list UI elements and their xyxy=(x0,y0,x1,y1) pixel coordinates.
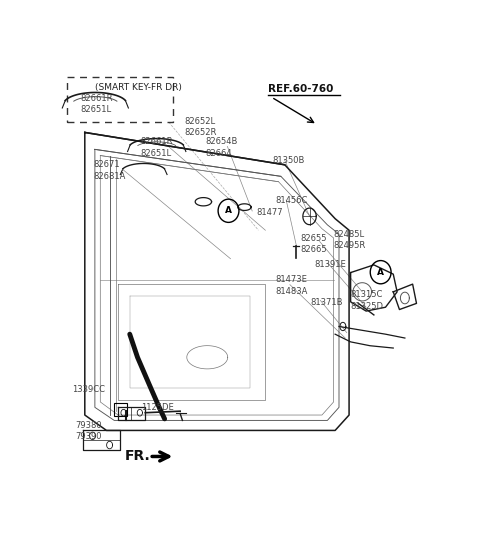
Text: 79380
79390: 79380 79390 xyxy=(75,420,101,441)
Text: 81391E: 81391E xyxy=(315,260,347,269)
Text: 1125DE: 1125DE xyxy=(141,403,174,412)
Text: 81315C
81325D: 81315C 81325D xyxy=(350,290,383,310)
Text: REF.60-760: REF.60-760 xyxy=(267,84,333,94)
Text: A: A xyxy=(225,206,232,215)
Text: 81477: 81477 xyxy=(256,208,283,217)
Text: 82652L
82652R: 82652L 82652R xyxy=(185,117,217,137)
Text: 81473E
81483A: 81473E 81483A xyxy=(276,275,308,296)
Bar xyxy=(114,403,127,416)
Text: (SMART KEY-FR DR): (SMART KEY-FR DR) xyxy=(96,83,182,92)
Text: 1339CC: 1339CC xyxy=(72,385,105,393)
Text: 82661R
82651L: 82661R 82651L xyxy=(140,137,172,158)
Text: 82485L
82495R: 82485L 82495R xyxy=(334,230,366,250)
Text: 81456C: 81456C xyxy=(276,196,308,205)
Text: 82661R
82651L: 82661R 82651L xyxy=(81,94,113,114)
Text: 82655
82665: 82655 82665 xyxy=(300,234,326,254)
Text: 82671
82681A: 82671 82681A xyxy=(94,160,126,181)
Text: 81371B: 81371B xyxy=(310,298,343,307)
Text: FR.: FR. xyxy=(125,448,151,462)
Text: 81350B: 81350B xyxy=(272,156,304,164)
Text: A: A xyxy=(377,268,384,277)
Text: 82654B
82664: 82654B 82664 xyxy=(205,137,238,158)
FancyBboxPatch shape xyxy=(67,77,173,122)
